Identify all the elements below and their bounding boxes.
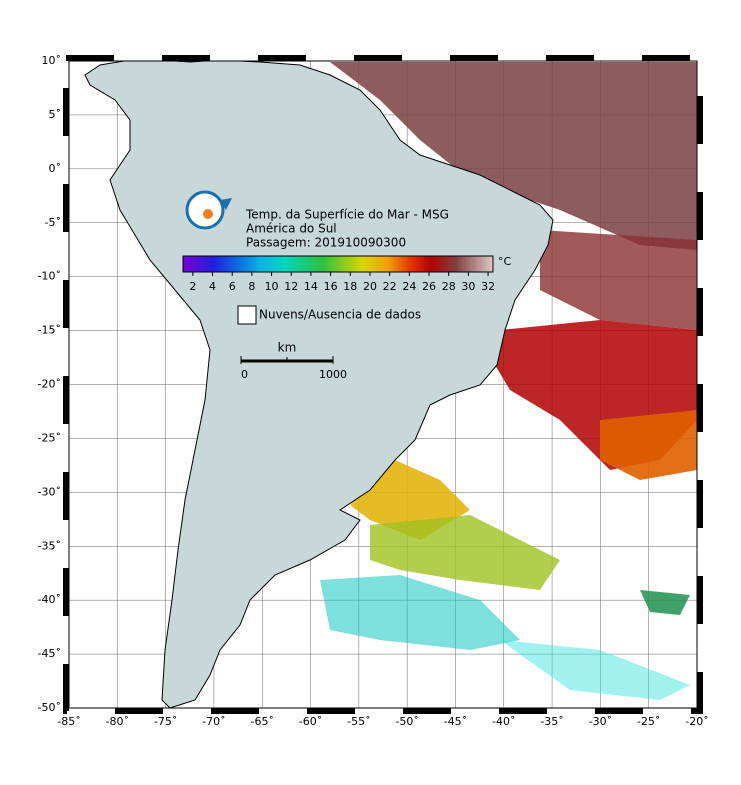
sst-region bbox=[320, 575, 520, 650]
colorbar-tick-label: 28 bbox=[442, 280, 456, 293]
colorbar-tick-label: 22 bbox=[383, 280, 397, 293]
sst-region bbox=[640, 590, 690, 615]
y-tick-label: -10˚ bbox=[38, 270, 61, 283]
sst-region bbox=[600, 410, 697, 480]
scale-tick-label: 0 bbox=[241, 368, 248, 381]
colorbar-tick-label: 6 bbox=[229, 280, 236, 293]
sst-region bbox=[540, 230, 697, 330]
x-tick-label: -75˚ bbox=[154, 715, 177, 728]
sst-region bbox=[500, 640, 690, 700]
x-tick-label: -60˚ bbox=[299, 715, 322, 728]
y-tick-label: -50˚ bbox=[38, 701, 61, 714]
colorbar-tick-label: 30 bbox=[461, 280, 475, 293]
colorbar-tick-label: 32 bbox=[481, 280, 495, 293]
colorbar-tick-label: 24 bbox=[402, 280, 416, 293]
colorbar-tick-label: 12 bbox=[284, 280, 298, 293]
colorbar-tick-label: 26 bbox=[422, 280, 436, 293]
y-tick-label: 10˚ bbox=[42, 54, 62, 67]
pass: Passagem: 201910090300 bbox=[246, 236, 406, 250]
x-tick-label: -40˚ bbox=[492, 715, 515, 728]
colorbar-tick-label: 14 bbox=[304, 280, 318, 293]
y-tick-label: -35˚ bbox=[38, 539, 61, 552]
map-border bbox=[63, 55, 703, 714]
y-tick-label: -25˚ bbox=[38, 431, 61, 444]
y-tick-label: 0˚ bbox=[49, 162, 62, 175]
sst-warm-region bbox=[330, 62, 697, 250]
y-tick-label: -20˚ bbox=[38, 378, 61, 391]
x-tick-label: -65˚ bbox=[250, 715, 273, 728]
colorbar-tick-label: 20 bbox=[363, 280, 377, 293]
region: América do Sul bbox=[246, 222, 337, 236]
axes: -85˚ -80˚ -75˚ -70˚ -65˚ -60˚ -55˚ -50˚ -45˚ -40˚… bbox=[38, 54, 709, 728]
y-tick-label: -30˚ bbox=[38, 485, 61, 498]
scale-tick-label: 1000 bbox=[319, 368, 347, 381]
x-tick-label: -20˚ bbox=[685, 715, 708, 728]
colorbar-tick-label: 2 bbox=[189, 280, 196, 293]
colorbar-tick-label: 4 bbox=[209, 280, 216, 293]
scale-unit: km bbox=[278, 341, 297, 355]
legend-swatch bbox=[237, 305, 257, 325]
sst-data bbox=[320, 62, 697, 700]
x-tick-label: -85˚ bbox=[57, 715, 80, 728]
y-tick-label: 5˚ bbox=[49, 108, 62, 121]
colorbar bbox=[182, 255, 494, 273]
x-tick-label: -80˚ bbox=[106, 715, 129, 728]
logo bbox=[185, 190, 232, 230]
x-tick-label: -25˚ bbox=[637, 715, 660, 728]
x-tick-label: -70˚ bbox=[202, 715, 225, 728]
x-tick-label: -50˚ bbox=[395, 715, 418, 728]
x-tick-label: -55˚ bbox=[347, 715, 370, 728]
y-tick-label: -5˚ bbox=[45, 216, 61, 229]
legend-label: Nuvens/Ausencia de dados bbox=[259, 308, 421, 322]
colorbar-tick-label: 16 bbox=[324, 280, 338, 293]
y-tick-label: -15˚ bbox=[38, 324, 61, 337]
x-tick-label: -45˚ bbox=[444, 715, 467, 728]
colorbar-ticks: 2 4 6 8 10 12 14 16 18 20 22 24 26 28 30 32 bbox=[189, 272, 495, 293]
colorbar-tick-label: 18 bbox=[343, 280, 357, 293]
colorbar-tick-label: 8 bbox=[248, 280, 255, 293]
colorbar-tick-label: 10 bbox=[265, 280, 279, 293]
y-tick-label: -45˚ bbox=[38, 647, 61, 660]
x-tick-label: -35˚ bbox=[540, 715, 563, 728]
sst-region bbox=[370, 515, 560, 590]
scale-ticks: 0 1000 bbox=[240, 356, 347, 381]
y-tick-label: -40˚ bbox=[38, 593, 61, 606]
title: Temp. da Superfície do Mar - MSG bbox=[245, 208, 449, 222]
colorbar-unit: °C bbox=[498, 255, 512, 268]
x-tick-label: -30˚ bbox=[589, 715, 612, 728]
